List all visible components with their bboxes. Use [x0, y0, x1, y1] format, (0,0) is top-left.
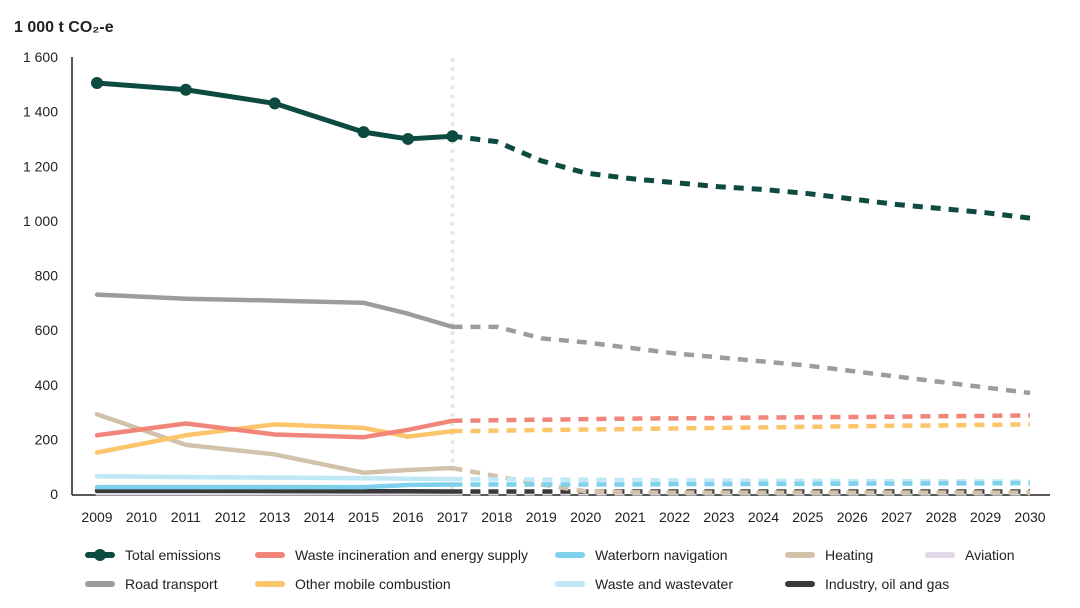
x-tick-label: 2019 [526, 509, 557, 525]
x-tick-label: 2011 [171, 509, 201, 525]
y-tick-label: 400 [35, 377, 59, 393]
y-tick-label: 200 [35, 431, 59, 447]
legend-label: Waste incineration and energy supply [295, 547, 528, 563]
y-tick-label: 1 400 [23, 104, 58, 120]
x-tick-label: 2020 [570, 509, 601, 525]
legend-item: Total emissions [85, 547, 221, 563]
legend-item: Heating [785, 547, 873, 563]
x-tick-label: 2025 [792, 509, 823, 525]
x-tick-label: 2023 [703, 509, 734, 525]
x-tick-label: 2029 [970, 509, 1001, 525]
series-line-projection [452, 476, 1031, 484]
x-tick-label: 2028 [926, 509, 957, 525]
series-line-historical [94, 422, 455, 455]
series-line-historical [94, 473, 455, 482]
legend-label: Industry, oil and gas [825, 576, 950, 592]
data-point [402, 132, 414, 145]
series-line-historical [94, 292, 455, 330]
legend-swatch [85, 581, 115, 587]
series-line-projection [452, 422, 1031, 434]
x-tick-label: 2012 [215, 509, 246, 525]
data-point [446, 130, 459, 143]
x-tick-label: 2026 [837, 509, 868, 525]
x-tick-label: 2013 [259, 509, 290, 525]
legend-item: Industry, oil and gas [785, 576, 949, 592]
series-line-projection [452, 480, 1031, 487]
y-tick-label: 1 600 [23, 49, 58, 65]
legend-item: Waterborn navigation [555, 547, 728, 563]
legend-item: Road transport [85, 576, 218, 592]
legend-swatch [85, 549, 115, 561]
series-line-projection [452, 413, 1031, 424]
legend-label: Road transport [125, 576, 218, 592]
x-tick-label: 2010 [126, 509, 157, 525]
x-tick-label: 2021 [615, 509, 646, 525]
data-point [357, 126, 370, 139]
legend-swatch [555, 552, 585, 558]
y-tick-label: 1 000 [23, 213, 58, 229]
legend-label: Total emissions [125, 547, 221, 563]
data-point [91, 76, 103, 89]
legend-swatch [785, 552, 815, 558]
y-tick-label: 1 200 [23, 158, 58, 174]
legend-item: Aviation [925, 547, 1015, 563]
legend-swatch [255, 581, 285, 587]
legend-label: Waterborn navigation [595, 547, 728, 563]
legend-swatch [925, 552, 955, 558]
series-line-historical [94, 482, 455, 490]
x-tick-label: 2009 [81, 509, 112, 525]
x-tick-label: 2024 [748, 509, 779, 525]
legend-item: Waste incineration and energy supply [255, 547, 528, 563]
y-tick-label: 0 [50, 486, 58, 502]
y-axis-label: 1 000 t CO₂-e [14, 19, 114, 36]
data-point [179, 83, 192, 96]
x-tick-label: 2016 [392, 509, 423, 525]
legend-item: Other mobile combustion [255, 576, 451, 592]
series-line-projection [452, 133, 1031, 221]
legend-swatch [785, 581, 815, 587]
series-line-historical [94, 80, 455, 142]
legend-label: Waste and wastevater [595, 576, 733, 592]
series-line-historical [94, 488, 455, 494]
series-line-projection [452, 324, 1031, 396]
x-tick-label: 2015 [348, 509, 379, 525]
legend-label: Heating [825, 547, 874, 563]
series-line-historical [94, 418, 455, 440]
legend-swatch [555, 581, 585, 587]
legend-label: Aviation [965, 547, 1015, 563]
legend-item: Waste and wastevater [555, 576, 733, 592]
y-tick-label: 800 [35, 268, 59, 284]
x-tick-label: 2014 [304, 509, 335, 525]
x-tick-label: 2027 [881, 509, 912, 525]
x-tick-label: 2018 [481, 509, 512, 525]
y-tick-label: 600 [35, 322, 59, 338]
x-tick-label: 2030 [1014, 509, 1045, 525]
legend-swatch [255, 552, 285, 558]
data-point [268, 97, 281, 110]
legend-label: Other mobile combustion [295, 576, 451, 592]
x-tick-label: 2017 [437, 509, 468, 525]
x-tick-label: 2022 [659, 509, 690, 525]
